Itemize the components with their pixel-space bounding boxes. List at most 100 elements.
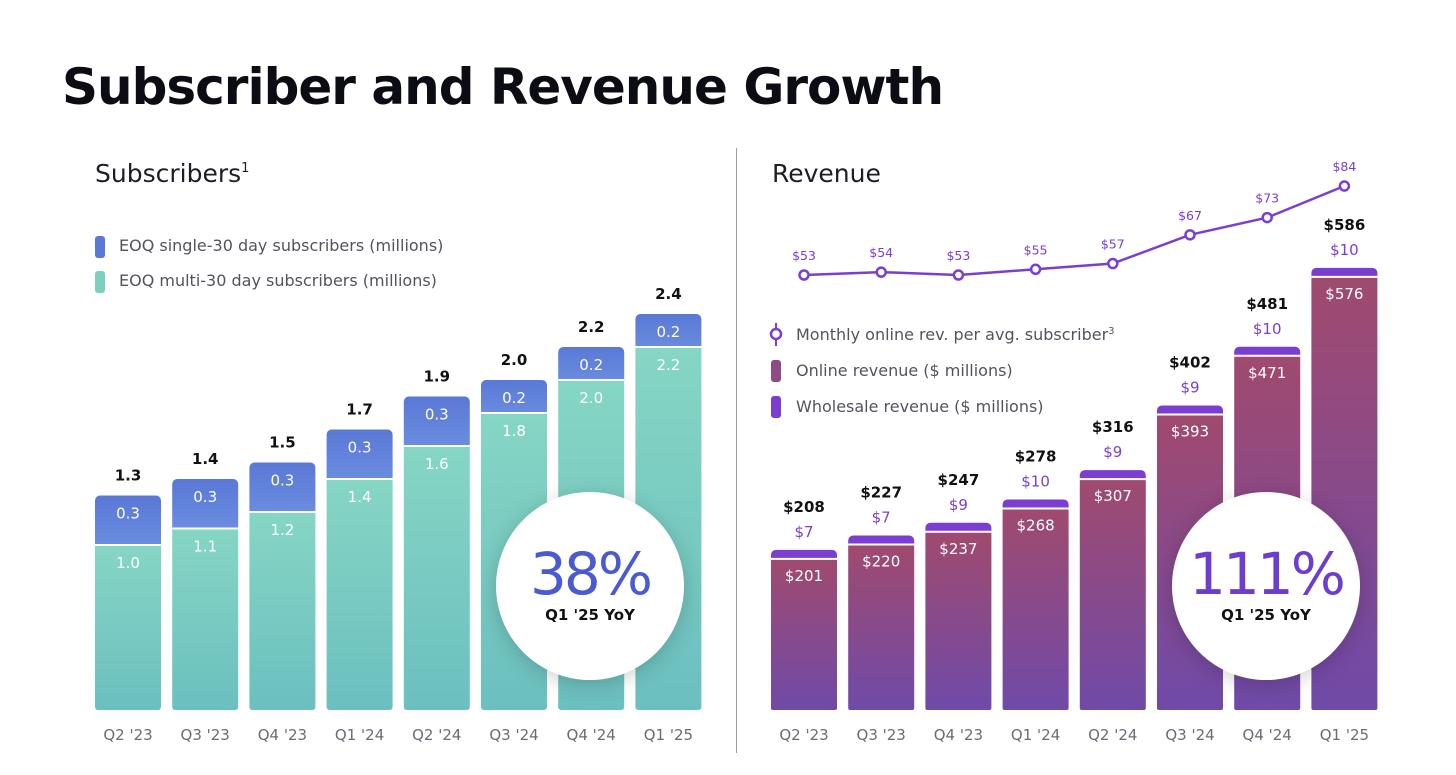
legend-label-line: Monthly online rev. per avg. subscriber3 [796, 325, 1115, 344]
line-point [1261, 211, 1273, 224]
legend-label-single: EOQ single-30 day subscribers (millions) [119, 236, 443, 255]
line-point [1029, 263, 1042, 276]
revenue-yoy-callout: 111% Q1 '25 YoY [1172, 492, 1360, 680]
label-wholesale: $10 [1021, 472, 1050, 490]
bar-online [925, 531, 992, 710]
label-wholesale: $10 [1330, 241, 1359, 259]
x-tick-label: Q4 '24 [567, 726, 616, 744]
subscribers-yoy-callout: 38% Q1 '25 YoY [496, 492, 684, 680]
line-point-label: $53 [792, 248, 816, 263]
bar-single [403, 396, 470, 452]
bar-multi [95, 545, 161, 710]
bar-single [326, 429, 393, 485]
revenue-panel-title: Revenue [772, 159, 881, 188]
label-online: $201 [785, 567, 823, 585]
label-single: 0.2 [579, 356, 603, 374]
legend-swatch-online [771, 360, 781, 382]
bar-multi [172, 528, 239, 710]
x-tick-label: Q3 '24 [1165, 726, 1214, 744]
x-tick-label: Q1 '25 [1320, 726, 1369, 744]
label-total: 1.9 [424, 368, 451, 386]
label-total: $586 [1324, 216, 1366, 234]
label-multi: 2.0 [579, 389, 603, 407]
x-tick-label: Q3 '24 [489, 726, 538, 744]
label-wholesale: $9 [1180, 378, 1199, 396]
label-total: $481 [1246, 295, 1288, 313]
label-online: $471 [1248, 364, 1286, 382]
line-point [1338, 180, 1351, 192]
label-multi: 1.4 [348, 488, 372, 506]
bar-single [558, 347, 625, 386]
revenue-per-subscriber-line: $53 $54 $53 $55 $57 $67 $73 $84 [792, 159, 1356, 281]
line-point [875, 266, 887, 278]
label-total: $208 [783, 498, 825, 516]
label-wholesale: $7 [872, 509, 891, 527]
x-tick-label: Q3 '23 [181, 726, 230, 744]
line-point-label: $57 [1101, 237, 1125, 252]
subscribers-yoy-label: Q1 '25 YoY [545, 606, 636, 624]
bar-multi [249, 512, 316, 710]
x-tick-label: Q4 '24 [1243, 726, 1292, 744]
label-total: $227 [860, 484, 902, 502]
label-online: $268 [1017, 516, 1055, 534]
label-total: $402 [1169, 353, 1211, 371]
label-total: 1.4 [192, 450, 219, 468]
label-multi: 1.2 [270, 521, 294, 539]
label-total: 2.4 [655, 285, 682, 303]
revenue-yoy-label: Q1 '25 YoY [1221, 606, 1312, 624]
x-tick-label: Q2 '23 [103, 726, 152, 744]
label-single: 0.3 [425, 406, 449, 424]
subscribers-panel-title: Subscribers1 [95, 159, 249, 188]
legend-label-multi: EOQ multi-30 day subscribers (millions) [119, 271, 437, 290]
label-total: 2.0 [501, 351, 528, 369]
line-point-label: $55 [1024, 242, 1048, 257]
bar-online [771, 558, 837, 710]
line-point [1184, 229, 1196, 241]
label-single: 0.2 [656, 323, 680, 341]
bar-single [172, 479, 239, 535]
line-point-label: $54 [869, 245, 893, 260]
bar-multi [403, 446, 470, 710]
label-online: $237 [939, 540, 977, 558]
label-multi: 1.0 [116, 554, 140, 572]
label-online: $307 [1094, 487, 1132, 505]
label-total: 1.7 [346, 401, 373, 419]
bar-single [249, 462, 316, 518]
legend-label-online: Online revenue ($ millions) [796, 361, 1013, 380]
bar-online [848, 544, 915, 710]
line-point [952, 269, 965, 281]
x-tick-label: Q2 '24 [412, 726, 461, 744]
line-point-label: $84 [1332, 159, 1356, 174]
x-tick-label: Q1 '24 [1011, 726, 1060, 744]
x-tick-label: Q3 '23 [857, 726, 906, 744]
bar-online [1079, 479, 1146, 710]
label-total: $278 [1015, 447, 1057, 465]
label-single: 0.3 [348, 439, 372, 457]
revenue-yoy-value: 111% [1189, 540, 1343, 608]
legend-line-marker [769, 323, 783, 346]
bar-online [1002, 508, 1069, 710]
x-tick-label: Q4 '23 [258, 726, 307, 744]
label-multi: 1.8 [502, 422, 526, 440]
label-total: 2.2 [578, 318, 605, 336]
x-tick-label: Q1 '25 [644, 726, 693, 744]
label-wholesale: $9 [949, 496, 968, 514]
line-point [798, 269, 810, 281]
label-total: 1.3 [115, 467, 142, 485]
legend-swatch-single [95, 236, 105, 258]
legend-label-wholesale: Wholesale revenue ($ millions) [796, 397, 1044, 416]
label-multi: 2.2 [656, 356, 680, 374]
label-single: 0.2 [502, 389, 526, 407]
label-multi: 1.6 [425, 455, 449, 473]
x-tick-label: Q1 '24 [335, 726, 384, 744]
label-wholesale: $7 [794, 523, 813, 541]
bar-single [481, 380, 547, 419]
subscribers-yoy-value: 38% [530, 540, 650, 608]
label-wholesale: $10 [1253, 320, 1282, 338]
line-series [803, 184, 1345, 277]
panel-divider [736, 148, 737, 753]
label-online: $576 [1325, 285, 1363, 303]
bar-single [95, 495, 161, 551]
label-multi: 1.1 [193, 538, 217, 556]
